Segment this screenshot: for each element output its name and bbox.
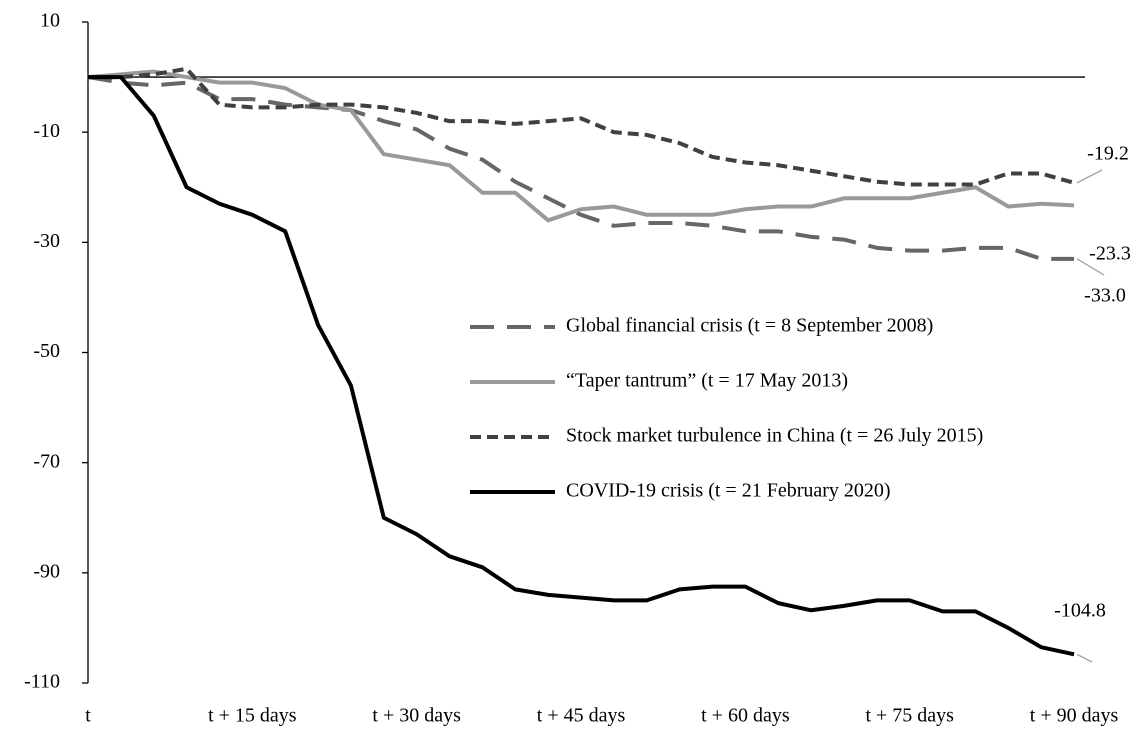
y-tick-label: -50 — [33, 340, 60, 362]
leader-line — [1076, 258, 1105, 276]
y-tick-label: -30 — [33, 230, 60, 252]
x-tick-label: t + 90 days — [1030, 705, 1119, 727]
x-tick-label: t + 45 days — [537, 705, 626, 727]
end-label: -19.2 — [1087, 143, 1129, 165]
leader-line — [1076, 653, 1093, 663]
series-line — [88, 75, 1075, 657]
legend-label: Stock market turbulence in China (t = 26… — [566, 425, 983, 447]
y-tick-label: -70 — [33, 450, 60, 472]
x-tick-label: t + 60 days — [701, 705, 790, 727]
y-tick-label: 10 — [40, 10, 60, 32]
legend-label: “Taper tantrum” (t = 17 May 2013) — [566, 370, 848, 392]
x-tick-label: t + 30 days — [372, 705, 461, 727]
series-line — [88, 66, 1075, 187]
legend-label: Global financial crisis (t = 8 September… — [566, 315, 933, 337]
y-tick-label: -10 — [33, 120, 60, 142]
series-line — [87, 75, 1075, 261]
x-tick-label: t + 75 days — [865, 705, 954, 727]
end-label: -23.3 — [1089, 243, 1131, 265]
end-label: -33.0 — [1084, 285, 1126, 307]
x-tick-label: t — [85, 705, 91, 727]
legend-label: COVID-19 crisis (t = 21 February 2020) — [566, 480, 891, 502]
end-label: -104.8 — [1054, 600, 1106, 622]
leader-line — [1076, 169, 1103, 184]
y-tick-label: -110 — [24, 671, 60, 693]
x-tick-label: t + 15 days — [208, 705, 297, 727]
series-line — [87, 69, 1075, 223]
y-tick-label: -90 — [33, 560, 60, 582]
